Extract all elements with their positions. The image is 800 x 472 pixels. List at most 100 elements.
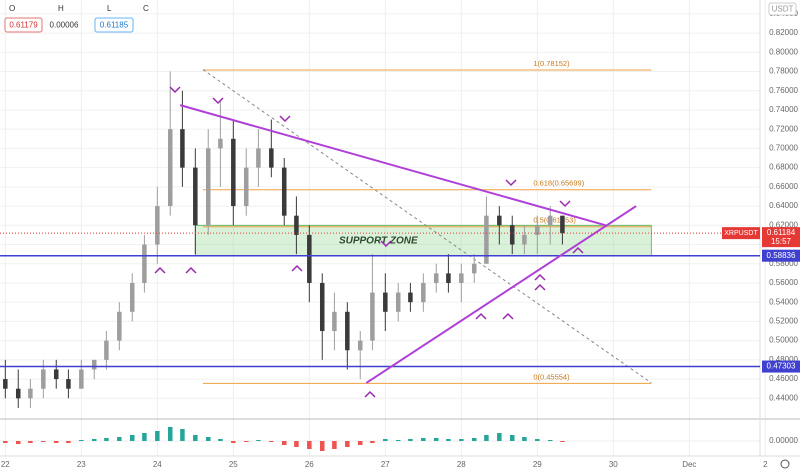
- histogram-bar: [560, 441, 565, 442]
- y-tick-label: 0.62000: [769, 220, 798, 229]
- histogram-bar: [180, 429, 185, 441]
- chevron: [291, 264, 303, 272]
- last-price: 0.61184: [767, 228, 796, 237]
- histogram-bar: [446, 439, 451, 441]
- candle-body: [193, 167, 198, 226]
- y-tick-label: 0.56000: [769, 278, 798, 287]
- fib-label: 1(0.78152): [533, 59, 570, 68]
- chevron: [212, 97, 224, 105]
- histogram-bar: [484, 435, 489, 441]
- trendline: [179, 104, 606, 227]
- histogram-bar: [345, 441, 350, 447]
- candle-body: [471, 263, 477, 274]
- histogram-bar: [547, 440, 553, 441]
- candle-body: [53, 369, 59, 380]
- y-tick-label: 0.68000: [769, 163, 798, 172]
- y2-tick-label: 0.00000: [769, 436, 798, 445]
- x-tick-label: Dec: [682, 460, 696, 469]
- price-tag: [762, 227, 800, 248]
- histogram-bar: [370, 441, 375, 443]
- y-tick-label: 0.58000: [769, 259, 798, 268]
- candle-body: [15, 388, 21, 399]
- histogram-bar: [433, 438, 439, 441]
- x-tick-label: 30: [609, 460, 618, 469]
- histogram-bar: [193, 435, 198, 441]
- chevron: [534, 283, 546, 291]
- candle-body: [319, 282, 325, 332]
- y-tick-label: 0.64000: [769, 201, 798, 210]
- candle-body: [421, 282, 426, 303]
- candle-body: [509, 225, 515, 245]
- level-label: 0.47303: [767, 362, 796, 371]
- ohlc-value: 0.61179: [9, 21, 38, 30]
- candle-body: [459, 273, 464, 283]
- candle-body: [117, 311, 122, 341]
- candle-body: [433, 273, 439, 283]
- candle-body: [446, 273, 451, 283]
- y-tick-label: 0.46000: [769, 374, 798, 383]
- settings-icon[interactable]: [780, 459, 790, 469]
- histogram-bar: [471, 438, 477, 441]
- x-tick-label: 24: [153, 460, 162, 469]
- chevron: [502, 312, 514, 320]
- histogram-bar: [408, 439, 413, 441]
- symbol: XRPUSDT: [724, 230, 758, 237]
- fib-label: 0(0.45554): [533, 372, 570, 381]
- y-tick-label: 0.82000: [769, 28, 798, 37]
- histogram-bar: [522, 437, 527, 441]
- candle-body: [218, 138, 223, 149]
- y-tick-label: 0.66000: [769, 182, 798, 191]
- candle-body: [484, 215, 489, 264]
- histogram-bar: [167, 427, 173, 441]
- candle-body: [142, 244, 147, 283]
- ohlc-label: L: [107, 4, 112, 13]
- candle-body: [129, 282, 135, 312]
- candle-body: [231, 138, 236, 207]
- histogram-bar: [231, 441, 236, 443]
- x-tick-label: 22: [1, 460, 10, 469]
- candle-body: [383, 292, 388, 312]
- y-tick-label: 0.44000: [769, 393, 798, 402]
- candle-body: [91, 359, 97, 370]
- histogram-bar: [41, 441, 46, 442]
- histogram-bar: [3, 441, 8, 443]
- y-tick-label: 0.78000: [769, 67, 798, 76]
- chevron: [572, 246, 584, 254]
- candle-body: [370, 292, 375, 341]
- ohlc-label: O: [9, 4, 15, 13]
- candle-body: [180, 129, 185, 168]
- histogram-bar: [319, 441, 325, 451]
- candle-body: [104, 340, 109, 360]
- histogram-bar: [256, 440, 261, 441]
- histogram-bar: [509, 435, 515, 441]
- histogram-bar: [294, 441, 299, 447]
- candle-body: [408, 292, 413, 303]
- symbol-tag: [722, 227, 760, 240]
- fib-label: 0.5(0.61853): [533, 216, 576, 225]
- histogram-bar: [281, 441, 287, 445]
- y-tick-label: 0.80000: [769, 47, 798, 56]
- histogram-bar: [459, 439, 464, 441]
- level-label: 0.58836: [767, 251, 796, 260]
- candle-body: [205, 148, 211, 226]
- candle-body: [155, 206, 160, 245]
- y-tick-label: 0.48000: [769, 355, 798, 364]
- candle-body: [281, 167, 287, 216]
- ohlc-value: 0.61185: [100, 21, 129, 30]
- chevrons: [154, 86, 584, 398]
- histogram-bar: [243, 441, 249, 442]
- chevron: [534, 273, 546, 281]
- x-tick-label: 29: [533, 460, 542, 469]
- chevron: [559, 200, 571, 208]
- ohlc-label: C: [143, 4, 149, 13]
- histogram-bar: [357, 441, 363, 445]
- y-tick-label: 0.72000: [769, 124, 798, 133]
- candle-body: [294, 215, 299, 235]
- x-tick-label: 27: [381, 460, 390, 469]
- histogram-bar: [395, 440, 401, 441]
- x-tick-label: 28: [457, 460, 466, 469]
- x-tick-label: 25: [229, 460, 238, 469]
- candle-body: [497, 215, 502, 226]
- y-tick-label: 0.74000: [769, 105, 798, 114]
